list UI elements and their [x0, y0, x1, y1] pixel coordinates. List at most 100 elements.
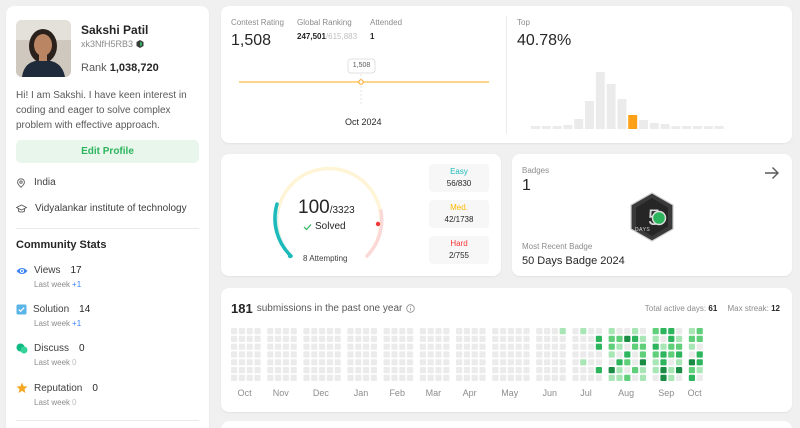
easy-stat[interactable]: Easy 56/830 — [429, 164, 489, 192]
heatmap-cell[interactable] — [463, 359, 470, 366]
heatmap-cell[interactable] — [231, 359, 238, 366]
heatmap-cell[interactable] — [660, 374, 667, 381]
heatmap-cell[interactable] — [652, 328, 659, 335]
histogram-bar[interactable] — [693, 126, 702, 129]
heatmap-cell[interactable] — [595, 351, 602, 358]
heatmap-cell[interactable] — [282, 343, 289, 350]
histogram-bar[interactable] — [585, 101, 594, 129]
heatmap-cell[interactable] — [391, 351, 398, 358]
heatmap-cell[interactable] — [492, 351, 499, 358]
heatmap-cell[interactable] — [544, 351, 551, 358]
heatmap-cell[interactable] — [355, 343, 362, 350]
heatmap-cell[interactable] — [443, 335, 450, 342]
heatmap-cell[interactable] — [676, 343, 683, 350]
heatmap-cell[interactable] — [507, 374, 514, 381]
heatmap-cell[interactable] — [391, 343, 398, 350]
heatmap-cell[interactable] — [419, 335, 426, 342]
heatmap-cell[interactable] — [456, 367, 463, 374]
heatmap-cell[interactable] — [407, 359, 414, 366]
heatmap-cell[interactable] — [624, 351, 631, 358]
heatmap-cell[interactable] — [588, 343, 595, 350]
heatmap-cell[interactable] — [595, 343, 602, 350]
heatmap-cell[interactable] — [319, 367, 326, 374]
heatmap-cell[interactable] — [456, 343, 463, 350]
heatmap-cell[interactable] — [523, 367, 530, 374]
heatmap-cell[interactable] — [616, 374, 623, 381]
heatmap-cell[interactable] — [311, 367, 318, 374]
heatmap-cell[interactable] — [282, 359, 289, 366]
hard-stat[interactable]: Hard 2/755 — [429, 236, 489, 264]
histogram-bar[interactable] — [660, 124, 670, 129]
heatmap-cell[interactable] — [383, 359, 390, 366]
heatmap-cell[interactable] — [500, 328, 507, 335]
heatmap-cell[interactable] — [246, 328, 253, 335]
heatmap-cell[interactable] — [267, 359, 274, 366]
heatmap-cell[interactable] — [652, 335, 659, 342]
heatmap-cell[interactable] — [246, 351, 253, 358]
heatmap-cell[interactable] — [676, 351, 683, 358]
heatmap-cell[interactable] — [303, 328, 310, 335]
heatmap-cell[interactable] — [559, 343, 566, 350]
50-days-badge-icon[interactable]: 5 — [628, 192, 676, 242]
heatmap-cell[interactable] — [676, 367, 683, 374]
heatmap-cell[interactable] — [456, 351, 463, 358]
heatmap-cell[interactable] — [616, 335, 623, 342]
heatmap-cell[interactable] — [639, 328, 646, 335]
heatmap-cell[interactable] — [370, 351, 377, 358]
heatmap-cell[interactable] — [544, 335, 551, 342]
heatmap-cell[interactable] — [559, 359, 566, 366]
heatmap-cell[interactable] — [632, 328, 639, 335]
heatmap-cell[interactable] — [326, 343, 333, 350]
heatmap-cell[interactable] — [427, 351, 434, 358]
heatmap-cell[interactable] — [282, 374, 289, 381]
heatmap-cell[interactable] — [616, 359, 623, 366]
arrow-right-icon[interactable] — [764, 166, 780, 180]
heatmap-cell[interactable] — [443, 328, 450, 335]
heatmap-cell[interactable] — [355, 328, 362, 335]
histogram-bar[interactable] — [595, 72, 605, 129]
heatmap-cell[interactable] — [580, 359, 587, 366]
edit-profile-button[interactable]: Edit Profile — [16, 140, 199, 163]
heatmap-cell[interactable] — [311, 335, 318, 342]
heatmap-cell[interactable] — [275, 351, 282, 358]
heatmap-cell[interactable] — [407, 328, 414, 335]
heatmap-cell[interactable] — [515, 367, 522, 374]
heatmap-cell[interactable] — [311, 359, 318, 366]
heatmap-cell[interactable] — [399, 374, 406, 381]
heatmap-cell[interactable] — [588, 367, 595, 374]
heatmap-cell[interactable] — [471, 328, 478, 335]
histogram-bar[interactable] — [649, 123, 659, 129]
histogram-bar[interactable] — [563, 125, 573, 129]
heatmap-cell[interactable] — [668, 335, 675, 342]
heatmap-cell[interactable] — [639, 335, 646, 342]
heatmap-cell[interactable] — [523, 374, 530, 381]
heatmap-cell[interactable] — [326, 351, 333, 358]
heatmap-cell[interactable] — [572, 367, 579, 374]
heatmap-cell[interactable] — [632, 335, 639, 342]
heatmap-cell[interactable] — [639, 343, 646, 350]
heatmap-cell[interactable] — [551, 367, 558, 374]
histogram-bar-current[interactable] — [628, 115, 638, 129]
heatmap-cell[interactable] — [500, 374, 507, 381]
heatmap-cell[interactable] — [231, 335, 238, 342]
heatmap-cell[interactable] — [639, 351, 646, 358]
heatmap-cell[interactable] — [595, 359, 602, 366]
heatmap-cell[interactable] — [334, 367, 341, 374]
heatmap-cell[interactable] — [551, 343, 558, 350]
heatmap-cell[interactable] — [456, 359, 463, 366]
heatmap-cell[interactable] — [435, 335, 442, 342]
heatmap-cell[interactable] — [479, 374, 486, 381]
heatmap-cell[interactable] — [580, 328, 587, 335]
heatmap-cell[interactable] — [427, 335, 434, 342]
heatmap-cell[interactable] — [668, 343, 675, 350]
heatmap-cell[interactable] — [254, 328, 261, 335]
heatmap-cell[interactable] — [515, 343, 522, 350]
heatmap-cell[interactable] — [479, 335, 486, 342]
heatmap-cell[interactable] — [238, 335, 245, 342]
heatmap-cell[interactable] — [231, 367, 238, 374]
heatmap-cell[interactable] — [282, 328, 289, 335]
heatmap-cell[interactable] — [267, 367, 274, 374]
heatmap-cell[interactable] — [479, 367, 486, 374]
heatmap-cell[interactable] — [326, 367, 333, 374]
heatmap-cell[interactable] — [492, 359, 499, 366]
